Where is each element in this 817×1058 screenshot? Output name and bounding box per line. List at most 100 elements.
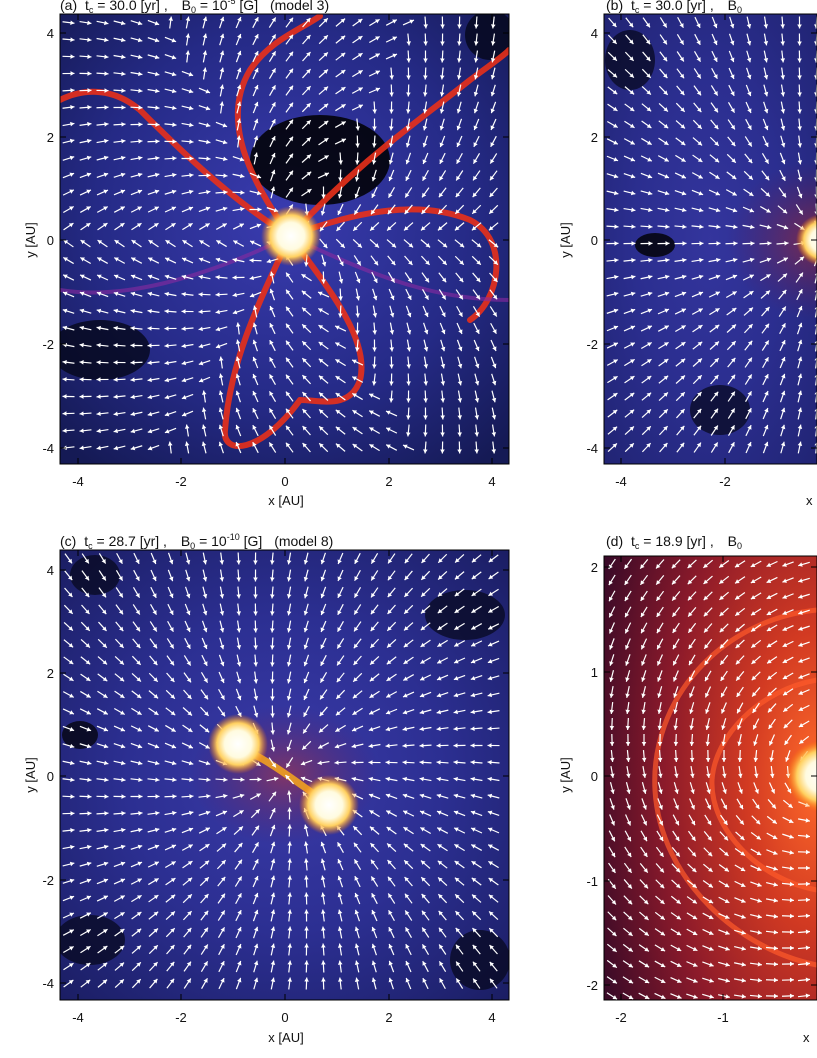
velocity-arrow (607, 443, 618, 452)
velocity-arrow (286, 722, 292, 735)
velocity-arrow (640, 172, 653, 179)
velocity-arrow (164, 861, 177, 868)
velocity-arrow (183, 655, 192, 666)
velocity-arrow (166, 672, 175, 683)
velocity-arrow (640, 606, 648, 618)
velocity-arrow (406, 356, 411, 369)
velocity-arrow (455, 187, 464, 198)
velocity-arrow (642, 51, 651, 62)
velocity-arrow (79, 743, 92, 749)
panel-b-time-subscript: c (635, 5, 640, 15)
velocity-arrow (675, 341, 686, 350)
velocity-arrow (749, 946, 763, 951)
velocity-arrow (252, 101, 259, 114)
velocity-arrow (796, 186, 803, 199)
velocity-arrow (659, 34, 668, 45)
velocity-arrow (338, 152, 343, 165)
velocity-arrow (795, 204, 804, 215)
velocity-arrow (371, 926, 378, 939)
velocity-arrow (113, 189, 126, 196)
velocity-arrow (202, 16, 208, 29)
velocity-arrow (798, 689, 810, 695)
velocity-arrow (691, 189, 704, 196)
velocity-arrow (351, 725, 364, 732)
velocity-arrow (734, 945, 746, 951)
panel-d-field-symbol: B (728, 533, 737, 549)
velocity-arrow (233, 826, 244, 835)
panel-b-time-symbol: t (631, 0, 635, 13)
velocity-arrow (249, 777, 262, 782)
velocity-arrow (657, 224, 670, 229)
velocity-arrow (437, 255, 448, 266)
velocity-arrow (686, 993, 698, 999)
velocity-arrow (656, 638, 664, 650)
velocity-arrow (471, 894, 482, 903)
velocity-arrow (235, 322, 241, 335)
velocity-arrow (641, 103, 652, 112)
velocity-arrow (385, 410, 398, 417)
velocity-arrow (198, 827, 211, 834)
velocity-arrow (79, 155, 92, 161)
velocity-arrow (782, 656, 794, 664)
velocity-arrow (728, 67, 735, 80)
velocity-arrow (761, 340, 770, 351)
velocity-arrow (184, 637, 191, 650)
velocity-arrow (607, 426, 618, 435)
velocity-arrow (419, 810, 432, 817)
velocity-arrow (184, 603, 191, 616)
panel-a-model: (model 3) (270, 0, 329, 13)
velocity-arrow (268, 408, 277, 419)
velocity-arrow (440, 390, 446, 403)
velocity-arrow (62, 725, 75, 732)
x-tick-label: -2 (719, 474, 731, 489)
velocity-arrow (218, 688, 225, 701)
velocity-arrow (252, 356, 259, 369)
velocity-arrow (164, 742, 177, 749)
velocity-arrow (113, 811, 126, 816)
velocity-arrow (235, 390, 241, 403)
velocity-arrow (389, 339, 394, 352)
velocity-arrow (421, 927, 430, 938)
velocity-arrow (338, 288, 343, 301)
velocity-arrow (710, 102, 719, 113)
velocity-arrow (355, 322, 360, 335)
velocity-arrow (388, 135, 394, 148)
velocity-arrow (640, 241, 653, 246)
velocity-arrow (782, 833, 794, 839)
velocity-arrow (318, 120, 329, 129)
velocity-arrow (783, 719, 793, 729)
velocity-arrow (608, 862, 616, 874)
panel-c-letter: (c) (60, 533, 76, 549)
velocity-arrow (164, 122, 177, 127)
velocity-arrow (709, 341, 720, 350)
velocity-arrow (439, 67, 445, 80)
velocity-arrow (113, 122, 126, 127)
velocity-arrow (422, 977, 429, 990)
velocity-arrow (181, 172, 194, 178)
velocity-arrow (79, 428, 92, 434)
velocity-arrow (656, 606, 664, 618)
velocity-arrow (301, 102, 312, 113)
panel-c-model: (model 8) (274, 533, 333, 549)
velocity-arrow (406, 407, 411, 420)
velocity-arrow (472, 187, 481, 198)
velocity-arrow (797, 118, 802, 131)
velocity-arrow (692, 324, 703, 333)
velocity-arrow (672, 622, 680, 634)
velocity-arrow (725, 257, 738, 263)
velocity-arrow (727, 102, 736, 113)
velocity-arrow (198, 292, 211, 297)
velocity-arrow (79, 760, 92, 766)
velocity-arrow (387, 570, 396, 581)
velocity-arrow (765, 929, 779, 935)
velocity-arrow (472, 289, 481, 300)
velocity-arrow (113, 844, 126, 850)
velocity-arrow (321, 271, 326, 284)
velocity-arrow (780, 118, 786, 131)
velocity-arrow (164, 844, 177, 851)
velocity-arrow (317, 291, 330, 298)
velocity-arrow (726, 307, 737, 316)
velocity-arrow (304, 875, 309, 888)
velocity-arrow (285, 51, 294, 62)
velocity-arrow (745, 118, 752, 131)
